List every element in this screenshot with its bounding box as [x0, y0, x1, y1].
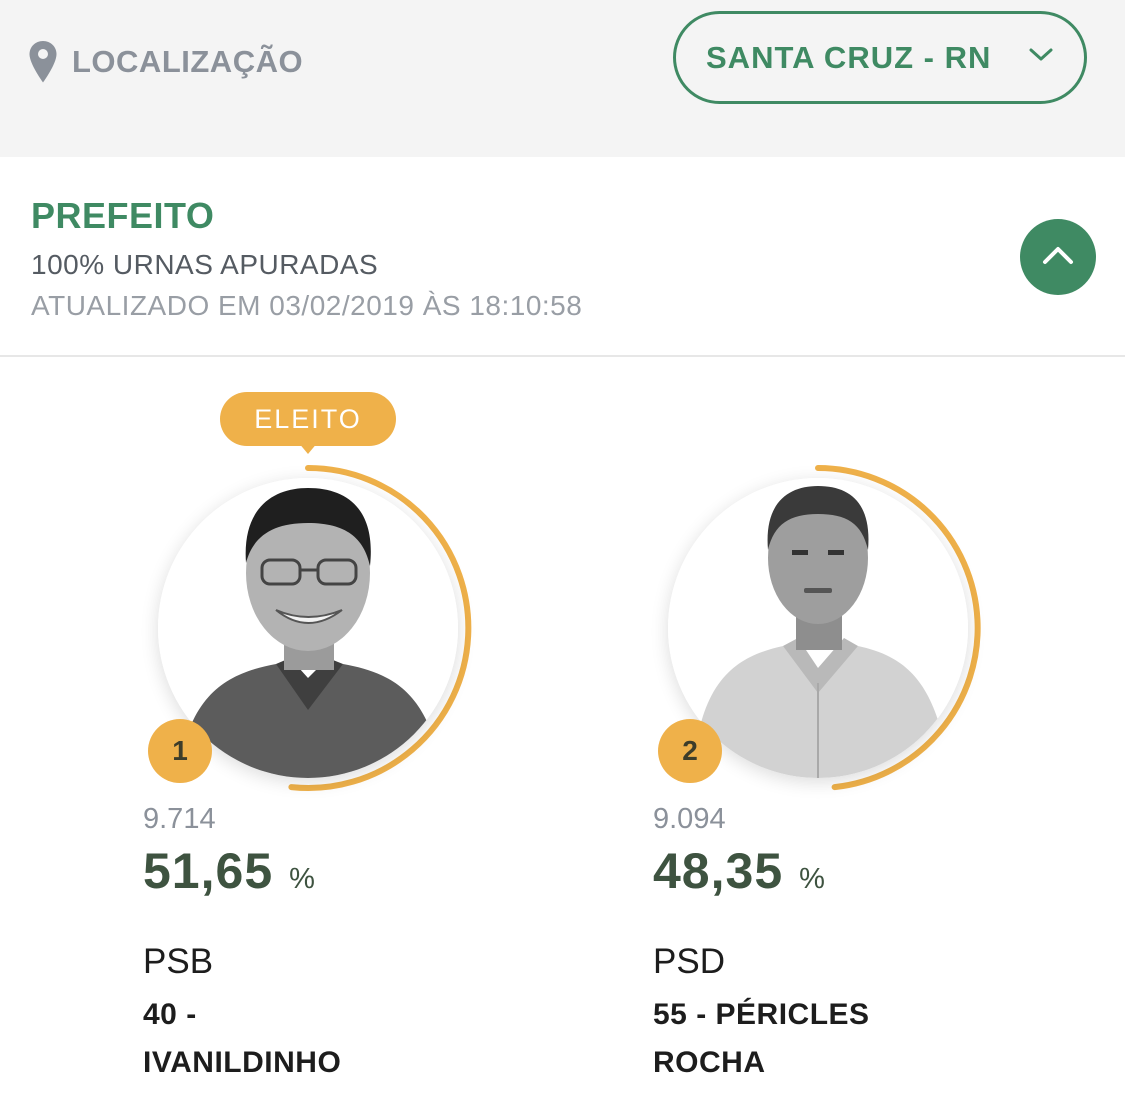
- counted-status: 100% URNAS APURADAS: [31, 249, 379, 280]
- city-select[interactable]: SANTA CRUZ - RN: [673, 11, 1087, 104]
- vote-count: 9.714: [143, 803, 216, 835]
- chevron-up-icon: [1041, 244, 1075, 271]
- percent-sign: %: [799, 863, 825, 895]
- vote-percent: 51,65: [143, 843, 274, 899]
- elected-badge: ELEITO: [220, 392, 396, 446]
- candidate-card: ELEITO 1 9.714 51,65 % PSB 40 -: [140, 380, 560, 1100]
- location-bar: LOCALIZAÇÃO SANTA CRUZ - RN: [0, 0, 1125, 157]
- party-name: PSD: [653, 942, 725, 981]
- race-title: PREFEITO: [31, 195, 215, 236]
- city-select-value: SANTA CRUZ - RN: [706, 39, 992, 75]
- vote-count: 9.094: [653, 803, 726, 835]
- vote-share-ring: [815, 465, 981, 791]
- vote-share-ring: [288, 464, 472, 791]
- elected-badge-pointer: [298, 442, 318, 454]
- chevron-down-icon: [1028, 47, 1054, 68]
- candidate-name: 40 - IVANILDINHO: [143, 998, 342, 1079]
- collapse-button[interactable]: [1020, 219, 1096, 295]
- vote-percent-row: 48,35 %: [653, 842, 825, 900]
- last-updated: ATUALIZADO EM 03/02/2019 ÀS 18:10:58: [31, 290, 583, 321]
- location-label-group: LOCALIZAÇÃO: [28, 40, 303, 84]
- candidate-photo: [158, 478, 458, 778]
- rank-badge: 2: [658, 719, 722, 783]
- candidate-name: 55 - PÉRICLES ROCHA: [653, 998, 870, 1079]
- vote-percent-row: 51,65 %: [143, 842, 315, 900]
- candidate-photo: [668, 478, 968, 778]
- party-name: PSB: [143, 942, 214, 981]
- percent-sign: %: [289, 863, 315, 895]
- vote-percent: 48,35: [653, 843, 784, 899]
- map-pin-icon: [28, 40, 58, 84]
- candidate-card: 2 9.094 48,35 % PSD 55 - PÉRICLES ROCHA: [650, 380, 1070, 1100]
- race-header: PREFEITO 100% URNAS APURADAS ATUALIZADO …: [0, 157, 1125, 357]
- rank-badge: 1: [148, 719, 212, 783]
- location-label: LOCALIZAÇÃO: [72, 44, 304, 79]
